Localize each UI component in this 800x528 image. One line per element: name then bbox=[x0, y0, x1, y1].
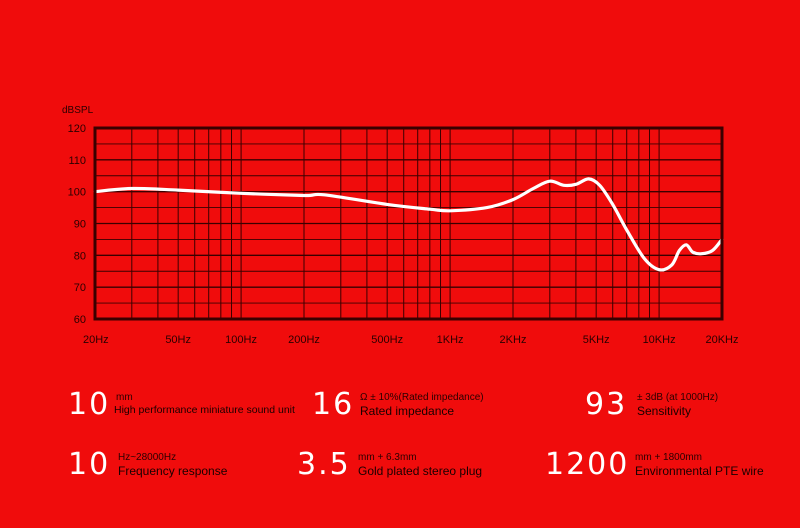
spec-value: 16 bbox=[312, 387, 355, 422]
y-tick-label: 90 bbox=[74, 219, 86, 231]
spec-value: 3.5 bbox=[297, 447, 351, 482]
x-tick-label: 200Hz bbox=[288, 334, 320, 346]
response-curve bbox=[93, 177, 724, 272]
spec-label: Environmental PTE wire bbox=[635, 464, 764, 478]
y-tick-label: 60 bbox=[74, 314, 86, 326]
spec-unit: ± 3dB (at 1000Hz) bbox=[637, 392, 719, 403]
spec-label: Frequency response bbox=[118, 464, 228, 478]
spec-label: Rated impedance bbox=[360, 404, 455, 418]
y-tick-label: 70 bbox=[74, 282, 86, 294]
x-tick-labels: 20Hz 50Hz 100Hz 200Hz 500Hz 1KHz 2KHz 5KHz 10KHz… bbox=[83, 334, 739, 346]
spec-value: 10 bbox=[68, 447, 111, 482]
spec-unit: mm bbox=[116, 392, 133, 403]
x-tick-label: 500Hz bbox=[371, 334, 403, 346]
x-tick-label: 2KHz bbox=[500, 334, 527, 346]
spec-label: Gold plated stereo plug bbox=[358, 464, 483, 478]
x-tick-label: 20Hz bbox=[83, 334, 109, 346]
x-tick-label: 50Hz bbox=[165, 334, 191, 346]
y-tick-label: 100 bbox=[68, 187, 86, 199]
spec-unit: mm + 1800mm bbox=[635, 452, 702, 463]
spec-label: High performance miniature sound unit bbox=[114, 404, 295, 416]
x-tick-label: 5KHz bbox=[583, 334, 610, 346]
y-tick-labels: 120 110 100 90 80 70 60 bbox=[68, 123, 86, 326]
x-tick-label: 1KHz bbox=[437, 334, 464, 346]
x-tick-label: 20KHz bbox=[705, 334, 738, 346]
spec-value: 10 bbox=[68, 387, 111, 422]
y-tick-label: 80 bbox=[74, 250, 86, 262]
y-tick-label: 120 bbox=[68, 123, 86, 135]
chart-grid bbox=[94, 127, 723, 320]
y-tick-label: 110 bbox=[68, 155, 86, 167]
plot-frame bbox=[93, 126, 724, 321]
frequency-response-chart: 120 110 100 90 80 70 60 20Hz 50Hz 100Hz 200Hz 500H… bbox=[62, 105, 739, 346]
y-axis-label: dBSPL bbox=[62, 105, 94, 116]
spec-label: Sensitivity bbox=[637, 404, 692, 418]
spec-unit: mm + 6.3mm bbox=[358, 452, 417, 463]
spec-unit: Hz~28000Hz bbox=[118, 452, 177, 463]
x-tick-label: 100Hz bbox=[225, 334, 257, 346]
spec-unit: Ω ± 10%(Rated impedance) bbox=[360, 392, 484, 403]
spec-value: 93 bbox=[585, 387, 628, 422]
x-tick-label: 10KHz bbox=[643, 334, 676, 346]
spec-value: 1200 bbox=[545, 447, 630, 482]
